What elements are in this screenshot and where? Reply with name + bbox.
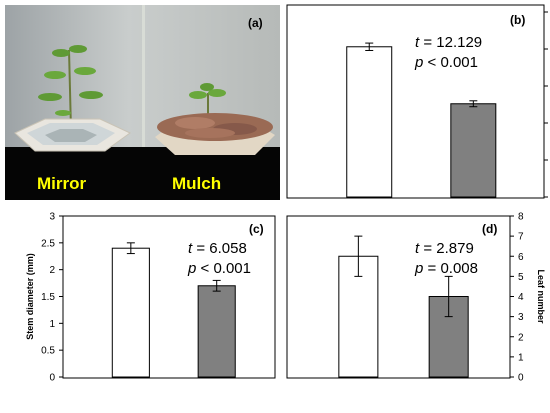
photo-floor	[5, 147, 280, 200]
photo-panel: (a) Mirror Mulch	[5, 5, 280, 200]
y-tick-label: 4	[518, 292, 524, 303]
plot-frame	[286, 4, 545, 199]
y-tick-label: 5	[518, 272, 524, 283]
y-axis-title: Stem diameter (mm)	[25, 253, 35, 340]
y-tick-label: 1.5	[41, 292, 55, 303]
y-tick-label: 1	[49, 319, 55, 330]
plant-photo: (a) Mirror Mulch	[5, 5, 280, 200]
panel-d: 0 1 2 3 4 5 6 7 8 Leaf number (d) t = 2.879 p = 0.00…	[286, 212, 546, 384]
panel-label-a: (a)	[248, 16, 263, 30]
panel-label: (c)	[249, 222, 264, 236]
y-tick-label: 2	[518, 332, 524, 343]
y-tick-label: 1	[518, 352, 524, 363]
caption-mirror: Mirror	[37, 174, 87, 193]
y-tick-label: 0.5	[41, 346, 55, 357]
bar	[346, 46, 393, 198]
panel-label: (d)	[482, 222, 497, 236]
bar	[111, 247, 150, 378]
y-tick-label: 7	[518, 232, 524, 243]
bar	[450, 103, 497, 198]
wall-seam	[142, 5, 145, 155]
bar	[197, 285, 236, 378]
y-tick-label: 3	[518, 312, 524, 323]
y-tick-label: 3	[49, 212, 55, 223]
y-tick-label: 8	[518, 212, 524, 223]
plot-frame	[286, 215, 511, 379]
y-tick-label: 0	[49, 373, 55, 384]
y-axis-title: Leaf number	[536, 269, 546, 324]
y-tick-label: 2.5	[41, 238, 55, 249]
caption-mulch: Mulch	[172, 174, 221, 193]
panel-label: (b)	[510, 13, 525, 27]
stat-p: p < 0.001	[414, 54, 478, 71]
mulch-tray	[155, 113, 275, 155]
mulch-plant	[189, 83, 226, 123]
stat-p: p = 0.008	[414, 260, 478, 277]
y-tick-label: 2	[49, 265, 55, 276]
stat-t: t = 12.129	[415, 34, 482, 51]
stat-t: t = 2.879	[415, 240, 474, 257]
stat-p: p < 0.001	[187, 260, 251, 277]
y-tick-label: 0	[518, 373, 524, 384]
panel-c: 0 0.5 1 1.5 2 2.5 3 Stem diameter (mm) (c)t = 6.…	[25, 212, 276, 384]
mirror-tray	[14, 118, 131, 152]
y-tick-label: 6	[518, 252, 524, 263]
stat-t: t = 6.058	[188, 240, 247, 257]
mirror-plant	[38, 45, 103, 131]
